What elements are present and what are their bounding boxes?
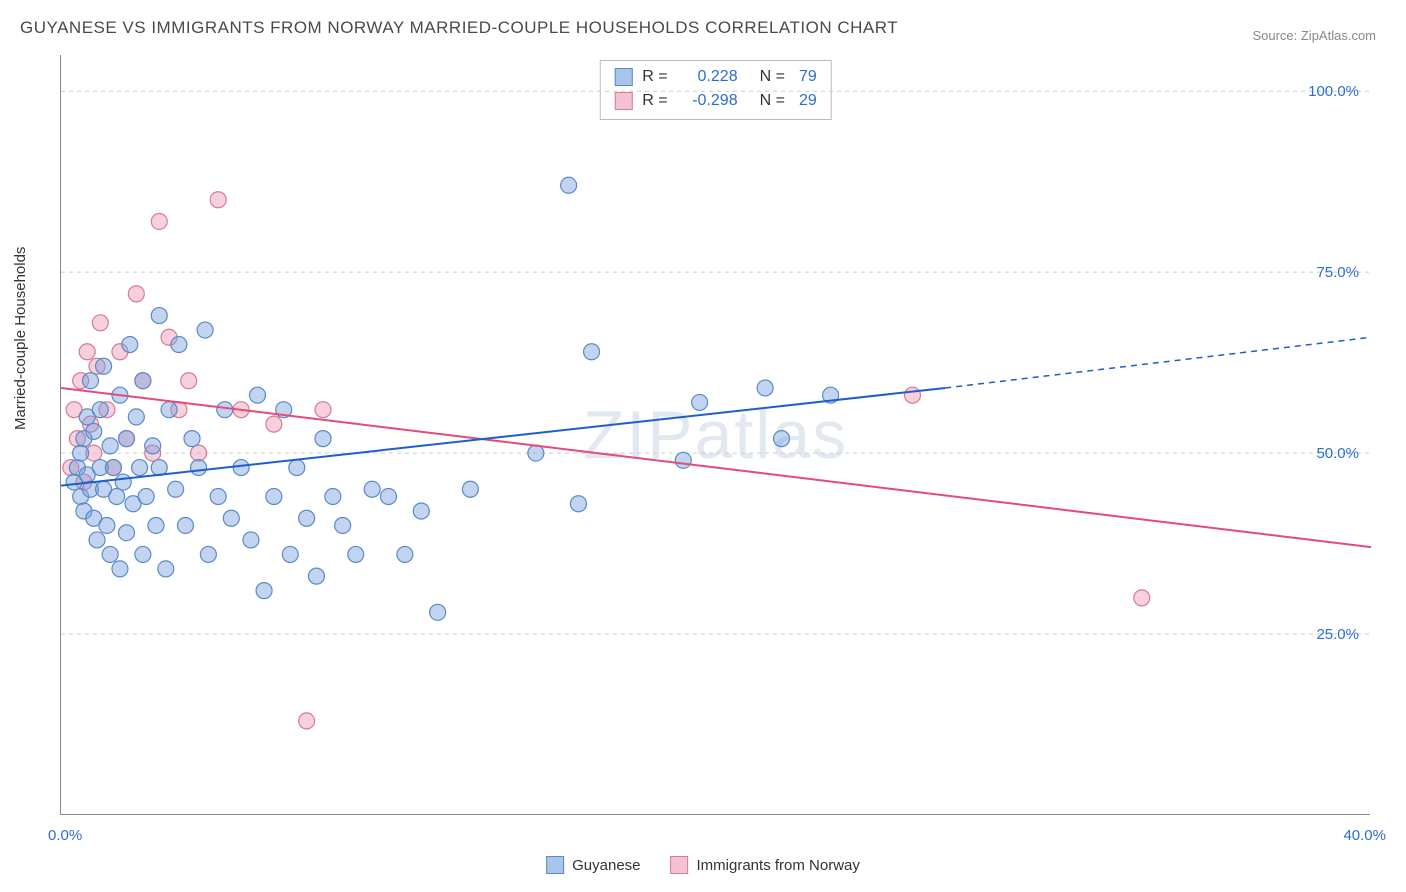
legend-label-1: Guyanese — [572, 857, 640, 874]
svg-text:25.0%: 25.0% — [1316, 626, 1359, 643]
source-label: Source: ZipAtlas.com — [1252, 28, 1376, 43]
legend-label-2: Immigrants from Norway — [697, 857, 860, 874]
bottom-legend: Guyanese Immigrants from Norway — [546, 856, 860, 874]
x-tick-0: 0.0% — [48, 827, 82, 844]
swatch-series2-bottom — [671, 856, 689, 874]
plot-area: ZIPatlas R = 0.228 N = 79 R = -0.298 N =… — [60, 55, 1370, 815]
legend-item-1: Guyanese — [546, 856, 640, 874]
scatter-svg: 25.0% 50.0% 75.0% 100.0% — [61, 55, 1371, 815]
swatch-series1-bottom — [546, 856, 564, 874]
svg-text:100.0%: 100.0% — [1308, 83, 1359, 100]
y-axis-label: Married-couple Households — [12, 247, 29, 430]
svg-text:75.0%: 75.0% — [1316, 264, 1359, 281]
x-tick-40: 40.0% — [1343, 827, 1386, 844]
svg-text:50.0%: 50.0% — [1316, 445, 1359, 462]
chart-title: GUYANESE VS IMMIGRANTS FROM NORWAY MARRI… — [20, 18, 898, 38]
legend-item-2: Immigrants from Norway — [671, 856, 860, 874]
